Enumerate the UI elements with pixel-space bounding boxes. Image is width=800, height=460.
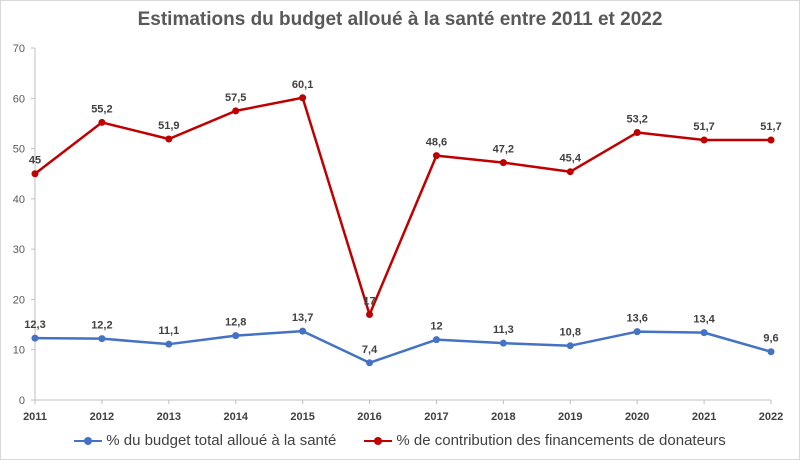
x-tick-label: 2013 — [157, 411, 181, 423]
data-label: 48,6 — [426, 137, 447, 149]
data-point — [98, 335, 106, 343]
y-tick-label: 0 — [19, 395, 25, 407]
data-point — [566, 342, 574, 350]
data-label: 13,7 — [292, 312, 313, 324]
data-label: 47,2 — [493, 144, 514, 156]
data-point — [232, 107, 240, 115]
x-tick-label: 2015 — [290, 411, 314, 423]
data-point — [165, 340, 173, 348]
x-tick-label: 2012 — [90, 411, 114, 423]
y-tick-label: 60 — [13, 93, 25, 105]
data-point — [700, 329, 708, 337]
y-tick-label: 40 — [13, 194, 25, 206]
data-label: 11,1 — [158, 325, 179, 337]
data-label: 55,2 — [91, 103, 112, 115]
data-label: 45 — [29, 155, 41, 167]
legend-item-donateurs: % de contribution des financements de do… — [364, 432, 726, 449]
data-label: 9,6 — [763, 333, 778, 345]
y-tick-label: 50 — [13, 144, 25, 156]
data-label: 13,6 — [626, 313, 647, 325]
series-line-1 — [34, 329, 772, 365]
data-point — [633, 128, 641, 136]
x-tick-label: 2011 — [23, 411, 47, 423]
data-point — [165, 135, 173, 143]
x-tick-label: 2014 — [223, 411, 248, 423]
chart-legend: % du budget total alloué à la santé % de… — [0, 432, 800, 449]
data-label: 45,4 — [560, 153, 582, 165]
data-point — [31, 334, 39, 342]
data-label: 7,4 — [362, 344, 378, 356]
data-point — [366, 359, 374, 367]
data-label: 12,8 — [225, 317, 246, 329]
data-label: 60,1 — [292, 79, 313, 91]
data-point — [432, 152, 440, 160]
y-tick-label: 70 — [13, 43, 25, 55]
data-point — [366, 311, 374, 319]
data-label: 10,8 — [560, 327, 581, 339]
legend-swatch-donateurs — [364, 436, 393, 445]
chart-title: Estimations du budget alloué à la santé … — [137, 9, 663, 30]
data-point — [633, 328, 641, 336]
y-tick-label: 30 — [13, 244, 25, 256]
x-tick-label: 2022 — [759, 411, 783, 423]
data-point — [98, 118, 106, 126]
legend-item-budget: % du budget total alloué à la santé — [74, 432, 336, 449]
data-label: 51,7 — [760, 121, 781, 133]
data-point — [767, 348, 775, 356]
x-tick-label: 2021 — [692, 411, 716, 423]
data-label: 12,3 — [24, 319, 45, 331]
y-tick-label: 10 — [13, 345, 25, 357]
data-point — [232, 332, 240, 340]
legend-label-budget: % du budget total alloué à la santé — [106, 432, 337, 449]
data-label: 13,4 — [693, 314, 715, 326]
y-tick-label: 20 — [13, 294, 25, 306]
data-point — [299, 327, 307, 335]
data-point — [31, 170, 39, 178]
x-tick-label: 2016 — [357, 411, 381, 423]
x-tick-label: 2019 — [558, 411, 582, 423]
x-tick-label: 2020 — [625, 411, 649, 423]
data-point — [499, 339, 507, 347]
data-point — [767, 136, 775, 144]
data-label: 53,2 — [626, 113, 647, 125]
data-point — [700, 136, 708, 144]
data-label: 51,9 — [158, 120, 179, 132]
data-label: 51,7 — [693, 121, 714, 133]
legend-swatch-budget — [74, 436, 103, 445]
data-label: 12,2 — [91, 320, 112, 332]
data-point — [432, 336, 440, 344]
data-label: 12 — [430, 321, 442, 333]
data-point — [566, 168, 574, 176]
line-chart: 0 10 20 30 40 50 60 70 2011 2012 2013 2014 2015 2016 2… — [13, 43, 783, 423]
data-label: 57,5 — [225, 92, 246, 104]
data-label: 11,3 — [493, 324, 514, 336]
data-point — [299, 94, 307, 102]
data-point — [499, 159, 507, 167]
x-tick-label: 2017 — [424, 411, 448, 423]
data-label: 17 — [363, 296, 375, 308]
x-tick-label: 2018 — [491, 411, 515, 423]
series-line-2 — [34, 96, 771, 316]
legend-label-donateurs: % de contribution des financements de do… — [396, 432, 726, 449]
